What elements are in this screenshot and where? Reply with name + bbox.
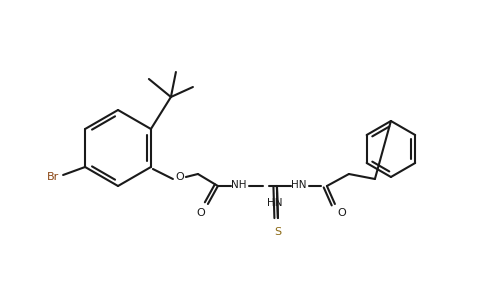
Text: HN: HN bbox=[266, 198, 282, 208]
Text: O: O bbox=[196, 208, 205, 218]
Text: O: O bbox=[337, 208, 346, 218]
Text: S: S bbox=[274, 227, 281, 237]
Text: Br: Br bbox=[47, 172, 59, 182]
Text: NH: NH bbox=[231, 180, 246, 190]
Text: O: O bbox=[175, 172, 184, 182]
Text: HN: HN bbox=[290, 180, 306, 190]
